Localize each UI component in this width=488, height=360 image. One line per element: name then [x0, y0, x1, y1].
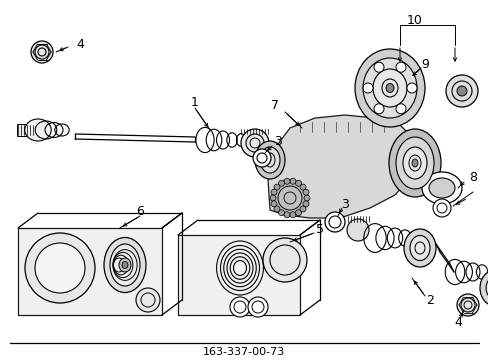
Circle shape [271, 180, 307, 216]
Circle shape [303, 201, 308, 207]
Polygon shape [267, 115, 417, 218]
Circle shape [278, 210, 284, 216]
Ellipse shape [122, 261, 128, 269]
Circle shape [278, 180, 284, 186]
Text: 10: 10 [406, 13, 422, 27]
Circle shape [303, 189, 308, 195]
Circle shape [273, 184, 280, 190]
Circle shape [456, 86, 466, 96]
Ellipse shape [119, 258, 131, 272]
Ellipse shape [25, 119, 51, 141]
Circle shape [304, 195, 309, 201]
Text: 4: 4 [76, 37, 84, 50]
Ellipse shape [104, 238, 146, 292]
Circle shape [270, 201, 277, 207]
Circle shape [300, 184, 305, 190]
Circle shape [395, 104, 405, 114]
Text: 3: 3 [273, 135, 282, 148]
Bar [17, 124, 37, 136]
Ellipse shape [411, 159, 417, 167]
Circle shape [295, 210, 301, 216]
Circle shape [406, 83, 416, 93]
Circle shape [284, 212, 289, 218]
Ellipse shape [395, 137, 433, 189]
Text: 4: 4 [453, 315, 461, 328]
Ellipse shape [346, 219, 368, 241]
Circle shape [300, 206, 305, 212]
Ellipse shape [485, 277, 488, 299]
Ellipse shape [385, 84, 393, 93]
Ellipse shape [479, 270, 488, 306]
Circle shape [289, 178, 295, 184]
Ellipse shape [260, 147, 280, 173]
Circle shape [373, 62, 383, 72]
Circle shape [273, 206, 280, 212]
Circle shape [252, 149, 270, 167]
Circle shape [35, 243, 85, 293]
Circle shape [263, 238, 306, 282]
Circle shape [270, 189, 277, 195]
Circle shape [432, 199, 450, 217]
Circle shape [445, 75, 477, 107]
Circle shape [373, 104, 383, 114]
Circle shape [395, 62, 405, 72]
Text: 6: 6 [136, 206, 143, 219]
Circle shape [295, 180, 301, 186]
Circle shape [325, 212, 345, 232]
Ellipse shape [402, 147, 426, 179]
Text: 7: 7 [270, 99, 279, 112]
Circle shape [229, 297, 249, 317]
Text: 163-337-00-73: 163-337-00-73 [203, 347, 285, 357]
Ellipse shape [428, 178, 454, 198]
Text: 5: 5 [315, 224, 324, 237]
Polygon shape [178, 235, 299, 315]
Circle shape [247, 297, 267, 317]
Text: 2: 2 [425, 293, 433, 306]
Circle shape [362, 83, 372, 93]
Ellipse shape [254, 141, 285, 179]
Text: 1: 1 [191, 96, 199, 109]
Circle shape [289, 212, 295, 218]
Text: 8: 8 [468, 171, 476, 184]
Ellipse shape [362, 58, 416, 118]
Circle shape [25, 233, 95, 303]
Ellipse shape [403, 229, 435, 267]
Ellipse shape [354, 49, 424, 127]
Ellipse shape [421, 172, 461, 204]
Text: 9: 9 [420, 58, 428, 72]
Ellipse shape [241, 129, 268, 157]
Circle shape [456, 294, 478, 316]
Text: 3: 3 [340, 198, 348, 211]
Ellipse shape [372, 69, 406, 107]
Circle shape [269, 195, 275, 201]
Circle shape [136, 288, 160, 312]
Circle shape [284, 178, 289, 184]
Polygon shape [18, 228, 162, 315]
Ellipse shape [110, 244, 140, 286]
Ellipse shape [409, 235, 429, 261]
Ellipse shape [388, 129, 440, 197]
Circle shape [31, 41, 53, 63]
